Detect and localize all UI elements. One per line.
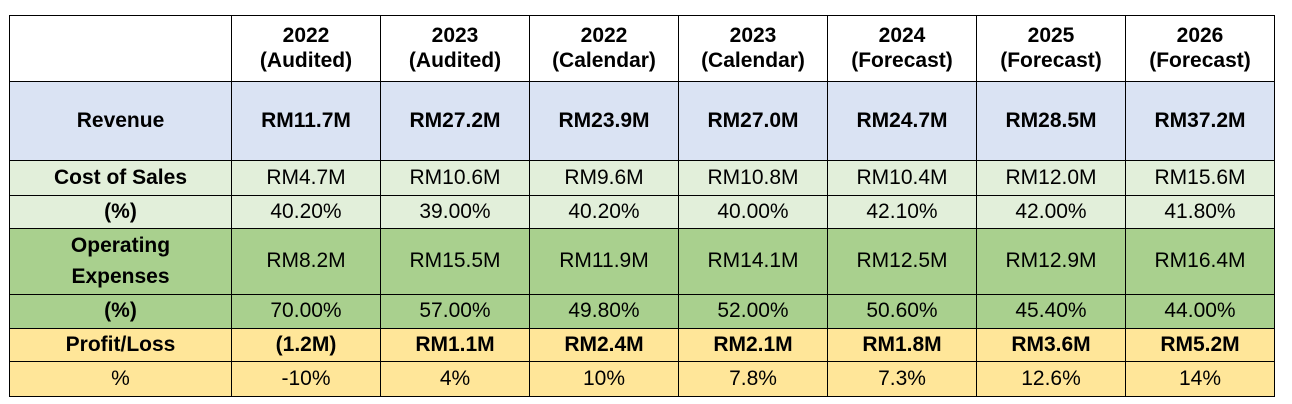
operating-expenses-cell: RM14.1M	[678, 228, 828, 295]
operating-expenses-pct-cell: 45.40%	[976, 294, 1126, 329]
revenue-cell: RM24.7M	[827, 81, 977, 161]
operating-expenses-cell: RM12.9M	[976, 228, 1126, 295]
operating-expenses-pct-cell: 44.00%	[1125, 294, 1275, 329]
financial-summary-table: 2022 (Audited) 2023 (Audited) 2022 (Calenda…	[9, 15, 1275, 397]
cost-of-sales-cell: RM10.8M	[678, 160, 828, 196]
cost-of-sales-cell: RM9.6M	[529, 160, 679, 196]
operating-expenses-label: Operating Expenses	[9, 228, 232, 295]
profit-loss-pct-cell: 7.8%	[678, 361, 828, 397]
operating-expenses-pct-cell: 49.80%	[529, 294, 679, 329]
profit-loss-cell: RM2.4M	[529, 328, 679, 362]
header-year: 2023	[729, 23, 777, 47]
operating-expenses-pct-cell: 50.60%	[827, 294, 977, 329]
header-col-2024-forecast: 2024 (Forecast)	[827, 15, 977, 82]
financial-summary-sheet: 2022 (Audited) 2023 (Audited) 2022 (Calenda…	[9, 15, 1275, 397]
profit-loss-cell: RM3.6M	[976, 328, 1126, 362]
profit-loss-pct-row: % -10% 4% 10% 7.8% 7.3% 12.6% 14%	[9, 361, 1275, 397]
header-basis: (Audited)	[259, 48, 353, 72]
header-row: 2022 (Audited) 2023 (Audited) 2022 (Calenda…	[9, 15, 1275, 82]
operating-expenses-cell: RM8.2M	[231, 228, 381, 295]
header-col-2023-audited: 2023 (Audited)	[380, 15, 530, 82]
operating-expenses-pct-label: (%)	[9, 294, 232, 329]
cost-of-sales-label: Cost of Sales	[9, 160, 232, 196]
cost-of-sales-cell: RM10.6M	[380, 160, 530, 196]
operating-expenses-label-line2: Expenses	[71, 264, 170, 288]
header-basis: (Calendar)	[552, 48, 656, 72]
header-year: 2024	[878, 23, 926, 47]
revenue-cell: RM37.2M	[1125, 81, 1275, 161]
header-col-2022-audited: 2022 (Audited)	[231, 15, 381, 82]
cost-of-sales-pct-row: (%) 40.20% 39.00% 40.20% 40.00% 42.10% 4…	[9, 195, 1275, 229]
header-year: 2026	[1176, 23, 1224, 47]
cost-of-sales-pct-cell: 40.00%	[678, 195, 828, 229]
profit-loss-cell: RM5.2M	[1125, 328, 1275, 362]
header-basis: (Forecast)	[851, 48, 953, 72]
operating-expenses-pct-cell: 52.00%	[678, 294, 828, 329]
profit-loss-label: Profit/Loss	[9, 328, 232, 362]
profit-loss-pct-cell: 7.3%	[827, 361, 977, 397]
operating-expenses-pct-cell: 70.00%	[231, 294, 381, 329]
cost-of-sales-pct-cell: 41.80%	[1125, 195, 1275, 229]
operating-expenses-cell: RM11.9M	[529, 228, 679, 295]
revenue-cell: RM28.5M	[976, 81, 1126, 161]
cost-of-sales-row: Cost of Sales RM4.7M RM10.6M RM9.6M RM10…	[9, 160, 1275, 196]
cost-of-sales-cell: RM15.6M	[1125, 160, 1275, 196]
header-basis: (Forecast)	[1149, 48, 1251, 72]
operating-expenses-label-line1: Operating	[70, 234, 171, 258]
header-col-2022-calendar: 2022 (Calendar)	[529, 15, 679, 82]
header-basis: (Forecast)	[1000, 48, 1102, 72]
header-year: 2023	[431, 23, 479, 47]
header-basis: (Calendar)	[701, 48, 805, 72]
profit-loss-cell: RM2.1M	[678, 328, 828, 362]
operating-expenses-cell: RM15.5M	[380, 228, 530, 295]
profit-loss-row: Profit/Loss (1.2M) RM1.1M RM2.4M RM2.1M …	[9, 328, 1275, 362]
header-year: 2025	[1027, 23, 1075, 47]
cost-of-sales-pct-label: (%)	[9, 195, 232, 229]
profit-loss-pct-label: %	[9, 361, 232, 397]
cost-of-sales-pct-cell: 40.20%	[529, 195, 679, 229]
header-year: 2022	[580, 23, 628, 47]
operating-expenses-cell: RM12.5M	[827, 228, 977, 295]
header-corner-cell	[9, 15, 232, 82]
revenue-cell: RM27.0M	[678, 81, 828, 161]
profit-loss-pct-cell: 10%	[529, 361, 679, 397]
revenue-cell: RM27.2M	[380, 81, 530, 161]
header-year: 2022	[282, 23, 330, 47]
header-col-2025-forecast: 2025 (Forecast)	[976, 15, 1126, 82]
header-col-2023-calendar: 2023 (Calendar)	[678, 15, 828, 82]
profit-loss-cell: (1.2M)	[231, 328, 381, 362]
operating-expenses-cell: RM16.4M	[1125, 228, 1275, 295]
operating-expenses-pct-row: (%) 70.00% 57.00% 49.80% 52.00% 50.60% 4…	[9, 294, 1275, 329]
operating-expenses-pct-cell: 57.00%	[380, 294, 530, 329]
header-col-2026-forecast: 2026 (Forecast)	[1125, 15, 1275, 82]
operating-expenses-row: Operating Expenses RM8.2M RM15.5M RM11.9M…	[9, 228, 1275, 295]
revenue-cell: RM23.9M	[529, 81, 679, 161]
cost-of-sales-cell: RM4.7M	[231, 160, 381, 196]
cost-of-sales-cell: RM12.0M	[976, 160, 1126, 196]
profit-loss-pct-cell: 4%	[380, 361, 530, 397]
profit-loss-pct-cell: -10%	[231, 361, 381, 397]
cost-of-sales-pct-cell: 39.00%	[380, 195, 530, 229]
profit-loss-cell: RM1.8M	[827, 328, 977, 362]
cost-of-sales-pct-cell: 40.20%	[231, 195, 381, 229]
cost-of-sales-pct-cell: 42.10%	[827, 195, 977, 229]
profit-loss-pct-cell: 12.6%	[976, 361, 1126, 397]
header-basis: (Audited)	[408, 48, 502, 72]
revenue-row: Revenue RM11.7M RM27.2M RM23.9M RM27.0M …	[9, 81, 1275, 161]
revenue-label: Revenue	[9, 81, 232, 161]
cost-of-sales-pct-cell: 42.00%	[976, 195, 1126, 229]
cost-of-sales-cell: RM10.4M	[827, 160, 977, 196]
revenue-cell: RM11.7M	[231, 81, 381, 161]
profit-loss-pct-cell: 14%	[1125, 361, 1275, 397]
profit-loss-cell: RM1.1M	[380, 328, 530, 362]
